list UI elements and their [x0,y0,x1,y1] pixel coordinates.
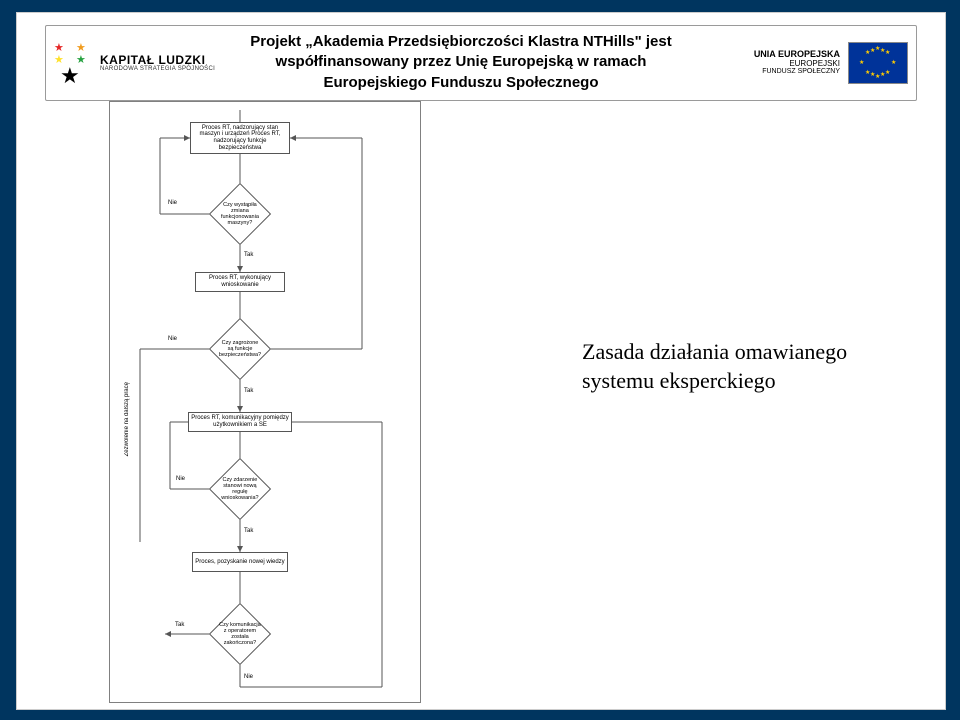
label-tak-2: Tak [244,388,253,394]
flow-decision-new-rule-text: Czy zdarzenie stanowi nową regułę wniosk… [219,477,261,501]
flow-side-text: Zezwolenie na dalszą pracę [124,382,130,456]
flow-decision-change-text: Czy wystąpiła zmiana funkcjonowania masz… [219,202,261,226]
kapital-mark-icon: ★ ★ ★ ★ ★ [54,41,94,85]
slide: ★ ★ ★ ★ ★ KAPITAŁ LUDZKI NARODOWA STRATE… [16,12,946,710]
caption-line-2: systemu eksperckiego [582,368,776,393]
ue-line-3: FUNDUSZ SPOŁECZNY [754,68,840,75]
label-tak-3: Tak [244,528,253,534]
eu-flag-icon: ★ ★ ★ ★ ★ ★ ★ ★ ★ ★ ★ ★ [848,42,908,84]
caption-line-1: Zasada działania omawianego [582,339,847,364]
label-nie-4: Nie [244,674,253,680]
kapital-subtitle: NARODOWA STRATEGIA SPÓJNOŚCI [100,66,215,72]
kapital-title: KAPITAŁ LUDZKI [100,54,215,67]
label-nie-3: Nie [176,476,185,482]
flow-decision-comm-end-text: Czy komunikacja z operatorem została zak… [219,622,261,646]
flow-node-comm: Proces RT, komunikacyjny pomiędzy użytko… [188,412,292,432]
flowchart: Proces RT, nadzorujący stan maszyn i urz… [109,101,421,703]
label-tak-4: Tak [175,622,184,628]
label-nie-2: Nie [168,336,177,342]
flow-node-rt-monitor: Proces RT, nadzorujący stan maszyn i urz… [190,122,290,154]
flow-node-inference: Proces RT, wykonujący wnioskowanie [195,272,285,292]
label-nie: Nie [168,200,177,206]
title-line-2: współfinansowany przez Unię Europejską w… [276,53,647,70]
flow-node-rt-monitor-text: Proces RT, nadzorujący stan maszyn i urz… [193,125,287,151]
flow-node-new-knowledge-text: Proces, pozyskanie nowej wiedzy [195,559,284,566]
flow-node-new-knowledge: Proces, pozyskanie nowej wiedzy [192,552,288,572]
caption-text: Zasada działania omawianego systemu eksp… [582,338,922,395]
logo-unia-europejska: UNIA EUROPEJSKA EUROPEJSKI FUNDUSZ SPOŁE… [688,36,908,90]
title-line-1: Projekt „Akademia Przedsiębiorczości Kla… [250,33,671,50]
flow-decision-new-rule: Czy zdarzenie stanowi nową regułę wniosk… [209,458,271,520]
logo-kapital-ludzki: ★ ★ ★ ★ ★ KAPITAŁ LUDZKI NARODOWA STRATE… [54,32,234,94]
flow-node-inference-text: Proces RT, wykonujący wnioskowanie [198,275,282,288]
project-title: Projekt „Akademia Przedsiębiorczości Kla… [246,32,676,93]
title-line-3: Europejskiego Funduszu Społecznego [323,74,598,91]
flow-connectors [110,102,420,702]
flow-decision-safety-text: Czy zagrożone są funkcje bezpieczeństwa? [219,340,261,358]
flow-decision-safety: Czy zagrożone są funkcje bezpieczeństwa? [209,318,271,380]
ue-line-2: EUROPEJSKI [754,60,840,68]
label-tak: Tak [244,252,253,258]
header-bar: ★ ★ ★ ★ ★ KAPITAŁ LUDZKI NARODOWA STRATE… [45,25,917,101]
flow-node-comm-text: Proces RT, komunikacyjny pomiędzy użytko… [191,415,289,428]
flow-decision-comm-end: Czy komunikacja z operatorem została zak… [209,603,271,665]
flow-decision-change: Czy wystąpiła zmiana funkcjonowania masz… [209,183,271,245]
